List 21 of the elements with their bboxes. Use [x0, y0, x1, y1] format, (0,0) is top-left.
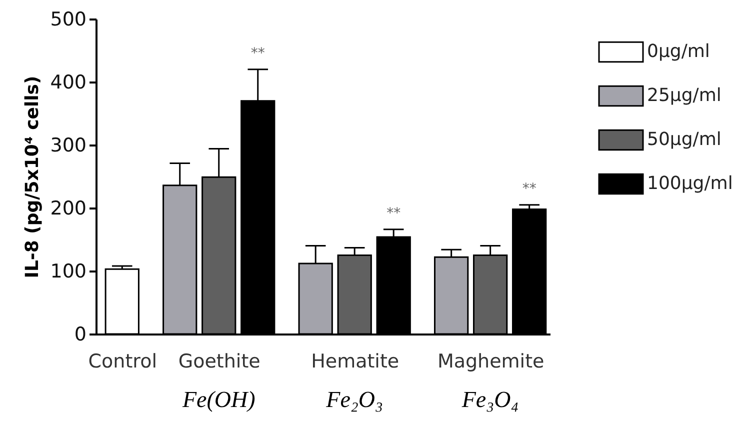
y-tick-label: 200: [50, 198, 86, 220]
legend-label: 25µg/ml: [647, 85, 722, 106]
legend-label: 50µg/ml: [647, 129, 722, 150]
x-tick-label: Goethite: [178, 350, 260, 372]
data-label: **: [250, 45, 265, 62]
y-tick-label: 100: [50, 260, 86, 282]
x-tick-label: Control: [88, 350, 157, 372]
data-label: **: [522, 180, 536, 197]
y-tick-label: 500: [50, 8, 86, 30]
text: Fe₂O₃: [325, 387, 384, 412]
y-tick-label: 300: [50, 134, 86, 156]
text: Fe₃O₄: [460, 387, 519, 412]
x-tick-label: Maghemite: [437, 350, 544, 372]
legend-label: 0µg/ml: [647, 41, 710, 62]
y-tick-label: 0: [74, 324, 86, 346]
legend-label: 100µg/ml: [647, 173, 733, 194]
text: Fe(OH): [181, 387, 256, 412]
y-axis-title: IL-8 (pg/5x10⁴ cells): [22, 76, 44, 278]
data-label: **: [386, 205, 401, 222]
y-tick-label: 400: [50, 72, 86, 94]
x-tick-label: Hematite: [311, 350, 400, 372]
